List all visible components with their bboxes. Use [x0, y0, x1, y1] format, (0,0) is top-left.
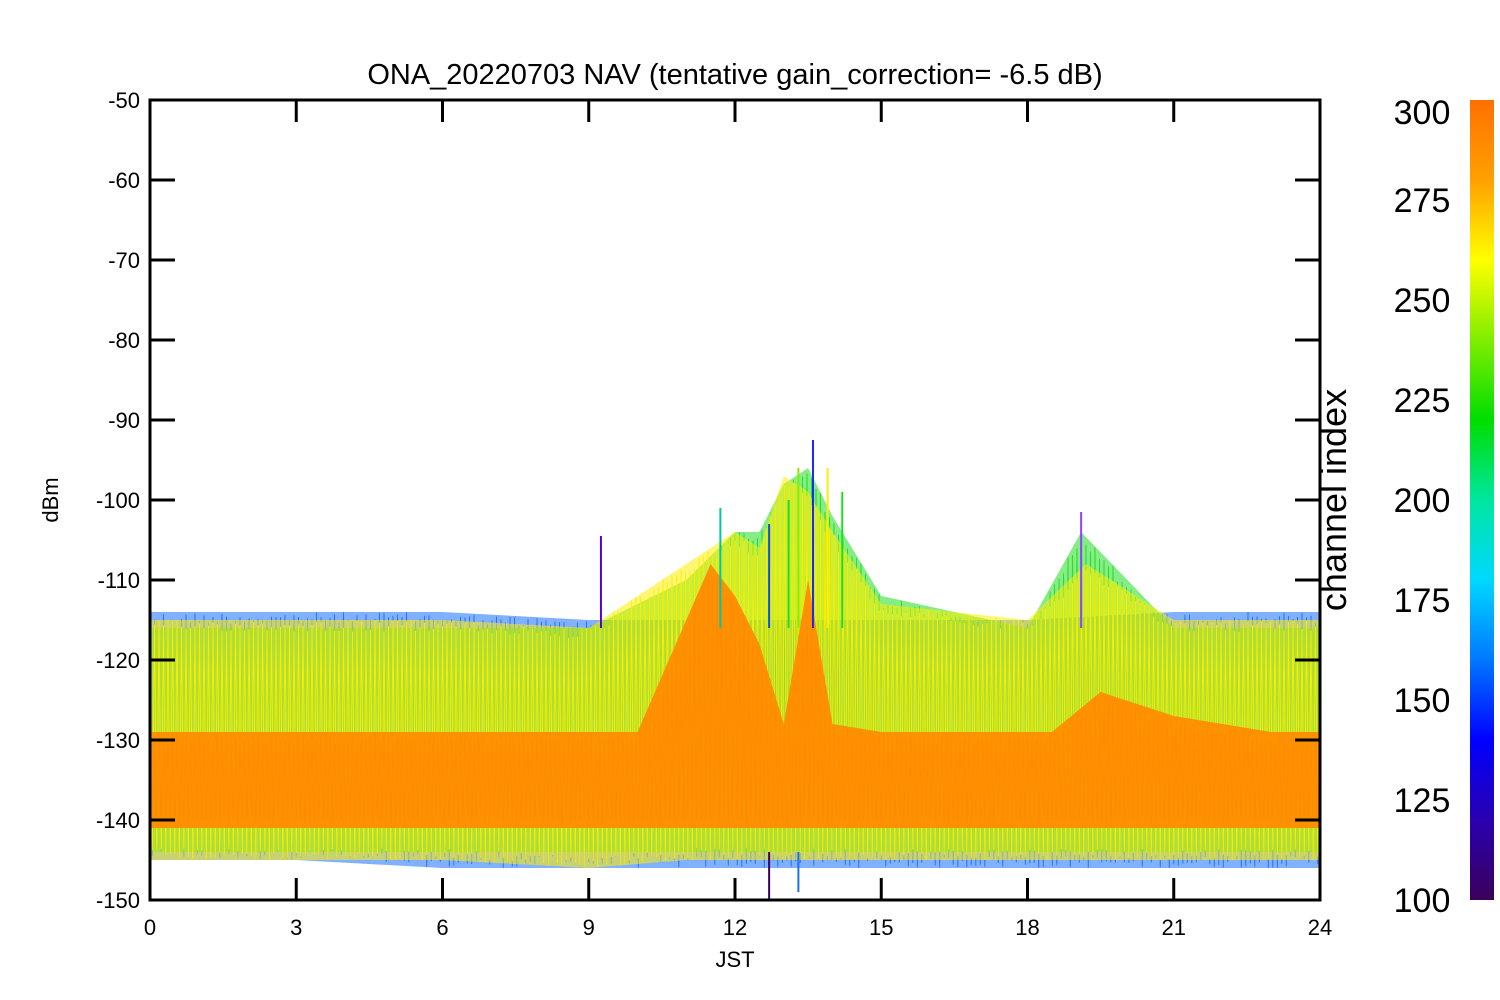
- x-tick-label: 3: [290, 915, 302, 940]
- colorbar-tick-label: 125: [1394, 782, 1451, 820]
- y-tick-label: -110: [98, 568, 140, 593]
- colorbar-tick-label: 200: [1394, 482, 1451, 520]
- y-tick-label: -50: [108, 88, 140, 113]
- x-tick-label: 15: [869, 915, 893, 940]
- y-tick-label: -140: [96, 808, 140, 833]
- series-280-300: [150, 564, 1320, 829]
- colorbar-tick-label: 225: [1394, 382, 1451, 420]
- y-axis: -50 -60 -70 -80 -90 -100 -110 -120 -130 -140 -150: [96, 88, 1320, 913]
- series-envelope: [150, 564, 1320, 828]
- colorbar-tick-label: 175: [1394, 582, 1451, 620]
- colorbar-tick-label: 250: [1394, 282, 1451, 320]
- y-tick-label: -130: [96, 728, 140, 753]
- y-tick-label: -90: [108, 408, 140, 433]
- colorbar-label: channel index: [1313, 389, 1354, 611]
- x-axis-label: JST: [715, 947, 754, 972]
- x-axis: 0 3 6 9 12 15 18 21 24: [144, 100, 1332, 940]
- y-tick-label: -120: [96, 648, 140, 673]
- colorbar-tick-label: 300: [1394, 94, 1451, 132]
- y-tick-label: -70: [108, 248, 140, 273]
- chart-title: ONA_20220703 NAV (tentative gain_correct…: [367, 59, 1102, 91]
- y-tick-label: -80: [108, 328, 140, 353]
- y-tick-label: -100: [96, 488, 140, 513]
- x-tick-label: 12: [723, 915, 747, 940]
- colorbar: [1470, 100, 1494, 900]
- y-axis-label: dBm: [38, 477, 63, 522]
- series-trace: [150, 573, 1320, 829]
- x-tick-label: 21: [1162, 915, 1186, 940]
- colorbar-ticks: 300 275 250 225 200 175 150 125 100: [1394, 94, 1451, 920]
- x-tick-label: 9: [583, 915, 595, 940]
- x-tick-label: 0: [144, 915, 156, 940]
- x-tick-label: 6: [436, 915, 448, 940]
- colorbar-tick-label: 100: [1394, 882, 1451, 920]
- y-tick-label: -150: [96, 888, 140, 913]
- x-tick-label: 24: [1308, 915, 1332, 940]
- colorbar-tick-label: 275: [1394, 182, 1451, 220]
- data-layer: [150, 440, 1320, 900]
- y-tick-label: -60: [108, 168, 140, 193]
- colorbar-tick-label: 150: [1394, 682, 1451, 720]
- x-tick-label: 18: [1015, 915, 1039, 940]
